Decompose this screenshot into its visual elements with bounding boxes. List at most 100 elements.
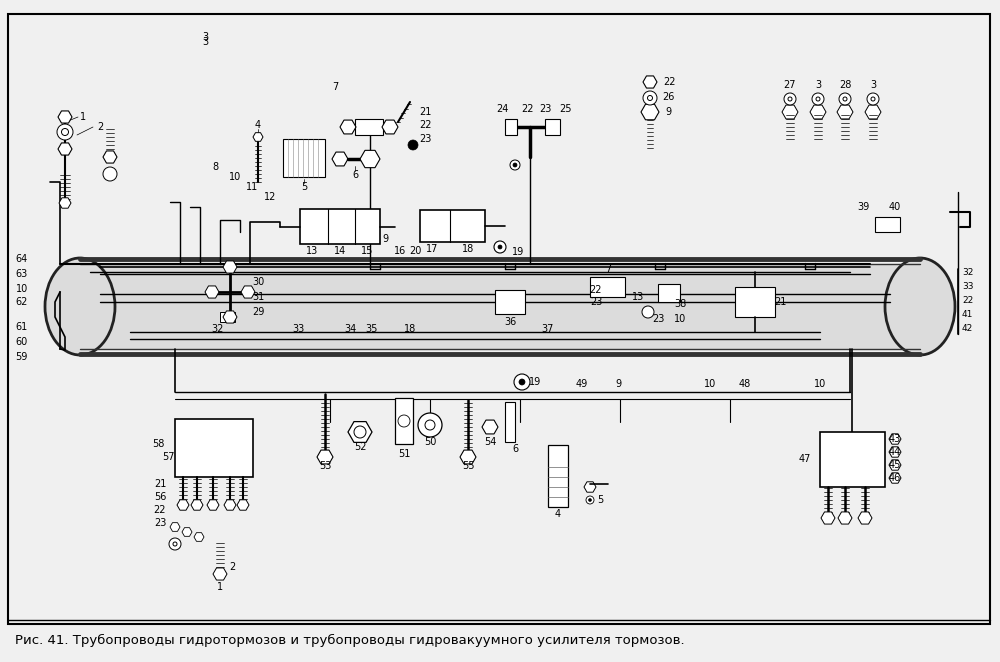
Bar <box>420 210 485 242</box>
Text: 3: 3 <box>815 80 821 90</box>
Circle shape <box>871 97 875 101</box>
Text: 2: 2 <box>97 122 103 132</box>
Text: 8: 8 <box>212 162 218 172</box>
Circle shape <box>173 542 177 546</box>
Text: 36: 36 <box>504 317 516 327</box>
Text: 21: 21 <box>774 297 786 307</box>
Bar <box>590 277 625 297</box>
Circle shape <box>514 374 530 390</box>
Text: 13: 13 <box>632 292 644 302</box>
Text: 46: 46 <box>889 473 901 483</box>
Text: 23: 23 <box>419 134 431 144</box>
Circle shape <box>839 93 851 105</box>
Text: 33: 33 <box>292 324 304 334</box>
Text: 27: 27 <box>784 80 796 90</box>
Bar <box>505 119 517 135</box>
Circle shape <box>408 140 418 150</box>
Text: 10: 10 <box>704 379 716 389</box>
Text: 12: 12 <box>264 192 276 202</box>
Text: 35: 35 <box>366 324 378 334</box>
Text: 7: 7 <box>332 82 338 92</box>
Bar <box>658 284 680 302</box>
Text: 10: 10 <box>16 284 28 294</box>
Text: 9: 9 <box>615 379 621 389</box>
Circle shape <box>425 420 435 430</box>
Text: 24: 24 <box>496 104 508 114</box>
Bar <box>505 402 515 442</box>
Text: 23: 23 <box>539 104 551 114</box>
Text: 23: 23 <box>652 314 664 324</box>
Ellipse shape <box>885 258 955 355</box>
Bar <box>735 287 775 317</box>
Circle shape <box>867 93 879 105</box>
Text: 26: 26 <box>662 92 674 102</box>
Text: 7: 7 <box>605 264 611 274</box>
Text: 54: 54 <box>484 437 496 447</box>
Text: 5: 5 <box>301 182 307 192</box>
Text: 23: 23 <box>154 518 166 528</box>
Bar <box>220 312 235 322</box>
Text: 20: 20 <box>409 246 421 256</box>
Text: 9: 9 <box>382 234 388 244</box>
Circle shape <box>816 97 820 101</box>
Text: 32: 32 <box>962 267 973 277</box>
Circle shape <box>586 496 594 504</box>
Text: Рис. 41. Трубопроводы гидротормозов и трубопроводы гидровакуумного усилителя тор: Рис. 41. Трубопроводы гидротормозов и тр… <box>15 634 685 647</box>
Bar <box>175 419 253 477</box>
Text: 1: 1 <box>80 112 86 122</box>
Circle shape <box>519 379 525 385</box>
Text: 57: 57 <box>162 452 174 462</box>
Text: 28: 28 <box>839 80 851 90</box>
Text: 40: 40 <box>889 202 901 212</box>
Bar <box>283 139 325 177</box>
Text: 18: 18 <box>462 244 474 254</box>
Text: 21: 21 <box>154 479 166 489</box>
Text: 56: 56 <box>154 492 166 502</box>
Text: 19: 19 <box>512 247 524 257</box>
Text: 61: 61 <box>16 322 28 332</box>
Circle shape <box>498 245 502 249</box>
Text: 23: 23 <box>590 297 602 307</box>
Text: 15: 15 <box>361 246 373 256</box>
Text: 58: 58 <box>152 439 164 449</box>
Circle shape <box>169 538 181 550</box>
Bar <box>875 217 900 232</box>
Text: 17: 17 <box>426 244 438 254</box>
Text: 3: 3 <box>870 80 876 90</box>
Text: 45: 45 <box>889 460 901 470</box>
Text: 47: 47 <box>799 454 811 464</box>
Text: 22: 22 <box>962 295 973 305</box>
Text: 49: 49 <box>576 379 588 389</box>
Text: 1: 1 <box>217 582 223 592</box>
Text: 9: 9 <box>665 107 671 117</box>
Text: 6: 6 <box>512 444 518 454</box>
Text: 52: 52 <box>354 442 366 452</box>
Text: 64: 64 <box>16 254 28 264</box>
Text: 32: 32 <box>212 324 224 334</box>
Bar <box>545 119 560 135</box>
Bar <box>548 445 568 507</box>
Text: 55: 55 <box>462 461 474 471</box>
Text: 37: 37 <box>542 324 554 334</box>
Text: 31: 31 <box>252 292 264 302</box>
Text: 14: 14 <box>334 246 346 256</box>
Bar <box>300 209 380 244</box>
Text: 44: 44 <box>889 447 901 457</box>
Text: 39: 39 <box>857 202 869 212</box>
Text: 25: 25 <box>559 104 571 114</box>
Text: 60: 60 <box>16 337 28 347</box>
Text: 51: 51 <box>398 449 410 459</box>
Text: 19: 19 <box>529 377 541 387</box>
Text: 53: 53 <box>319 461 331 471</box>
Text: УКРАВТОЗАПЧАСТЬ: УКРАВТОЗАПЧАСТЬ <box>213 278 787 326</box>
Text: 4: 4 <box>255 120 261 130</box>
Text: 22: 22 <box>522 104 534 114</box>
Circle shape <box>784 93 796 105</box>
Circle shape <box>398 415 410 427</box>
Text: 22: 22 <box>590 285 602 295</box>
Circle shape <box>418 413 442 437</box>
Bar <box>495 290 525 314</box>
Text: 21: 21 <box>419 107 431 117</box>
Text: 33: 33 <box>962 281 974 291</box>
Bar <box>98 264 902 349</box>
